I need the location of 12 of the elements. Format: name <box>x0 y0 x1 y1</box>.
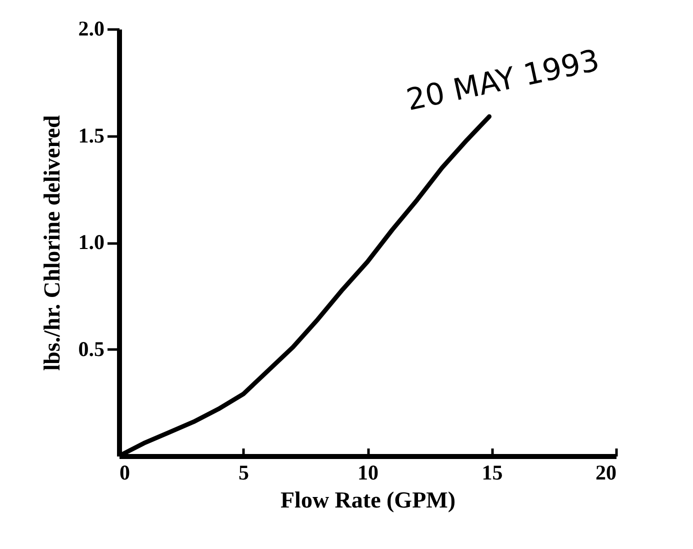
y-tick-label: 1.0 <box>78 230 104 254</box>
x-axis-title: Flow Rate (GPM) <box>280 488 456 512</box>
y-tick-label: 2.0 <box>78 16 104 40</box>
x-tick-label: 10 <box>358 460 378 484</box>
x-tick-label: 5 <box>238 460 249 484</box>
y-tick-label: 1.5 <box>78 123 104 148</box>
x-tick-label: 20 <box>596 460 616 484</box>
y-tick-label: 0.5 <box>78 336 104 361</box>
x-tick-label: 0 <box>120 460 130 484</box>
x-tick-label: 15 <box>482 460 503 484</box>
annotation: 20 MAY 1993 <box>404 43 603 118</box>
y-axis-title: lbs./hr. Chlorine delivered <box>39 115 64 371</box>
